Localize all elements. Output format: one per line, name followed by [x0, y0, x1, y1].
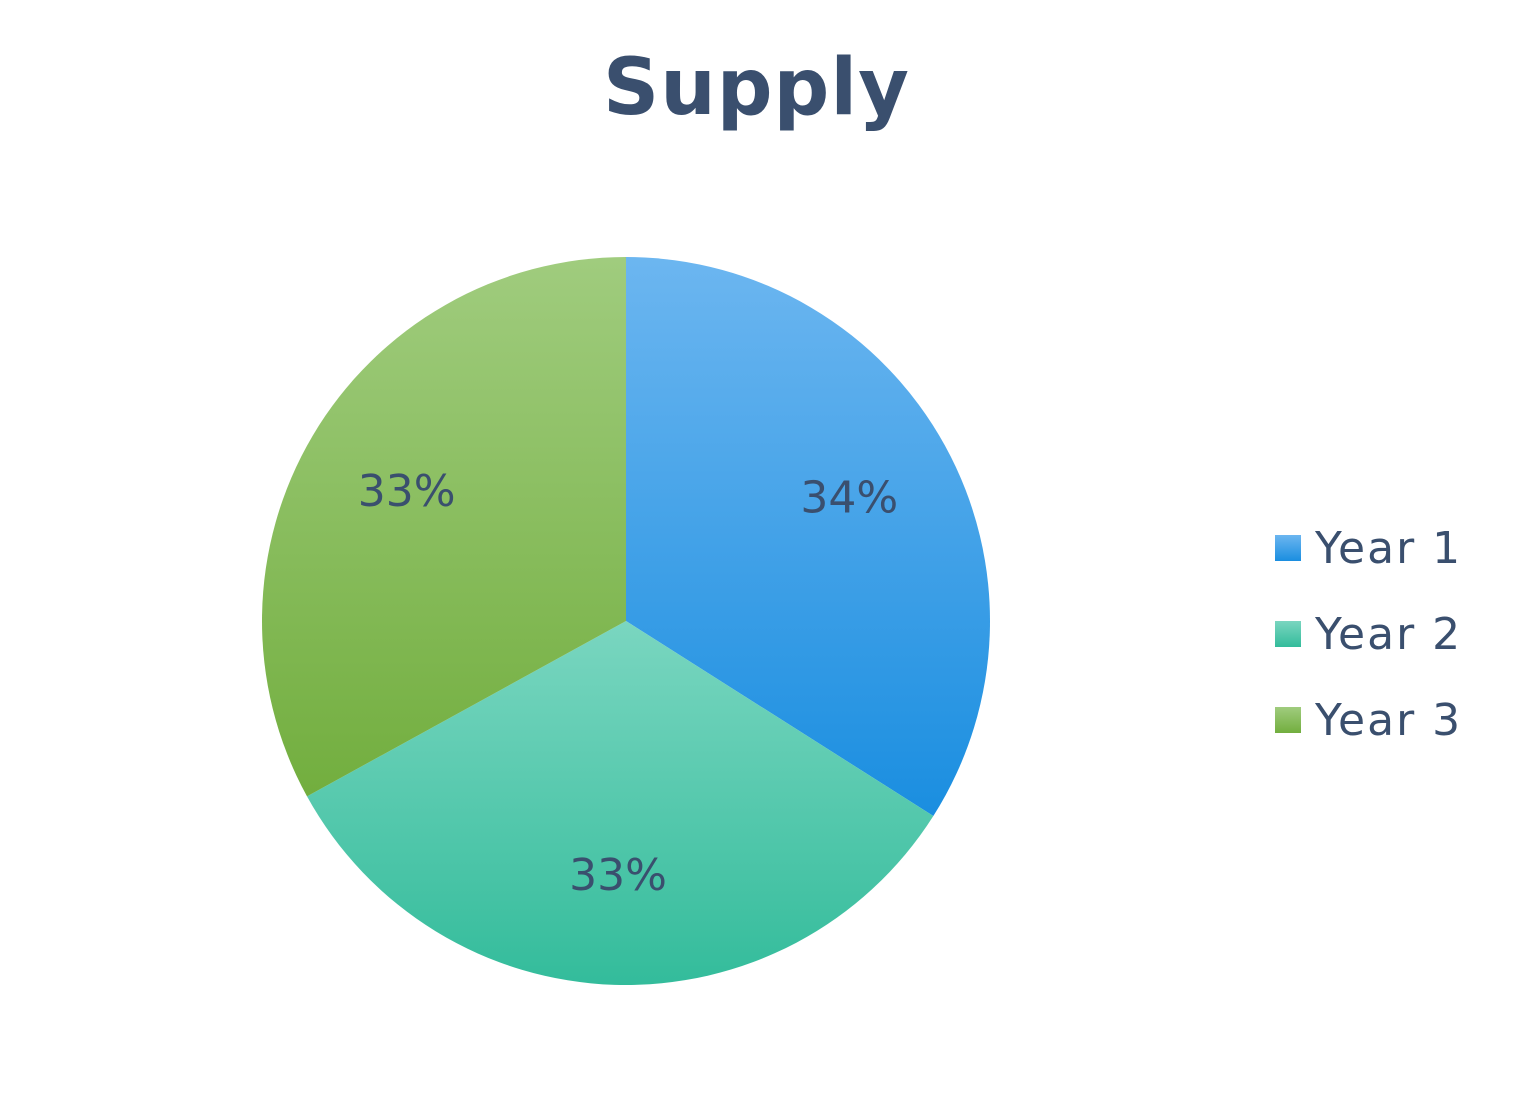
- slices: [261, 257, 991, 986]
- legend-item-year-2: Year 2: [1275, 591, 1505, 677]
- pie-slice-year-2: [307, 621, 934, 986]
- pie-slice-year-3: [261, 257, 626, 797]
- legend-swatch-year-1: [1275, 535, 1301, 561]
- data-label-year-1: 34%: [800, 473, 898, 524]
- legend: Year 1 Year 2 Year 3: [1275, 505, 1505, 763]
- legend-label-year-3: Year 3: [1315, 694, 1463, 746]
- chart-title: Supply: [603, 43, 910, 133]
- legend-label-year-1: Year 1: [1315, 522, 1463, 574]
- legend-swatch-year-2: [1275, 621, 1301, 647]
- data-labels: 34% 33% 33%: [358, 466, 898, 901]
- data-label-year-2: 33%: [569, 850, 667, 901]
- legend-swatch-year-3: [1275, 707, 1301, 733]
- pie-slice-year-1: [626, 257, 991, 817]
- legend-item-year-1: Year 1: [1275, 505, 1505, 591]
- data-label-year-3: 33%: [358, 466, 456, 517]
- legend-label-year-2: Year 2: [1315, 608, 1463, 660]
- legend-item-year-3: Year 3: [1275, 677, 1505, 763]
